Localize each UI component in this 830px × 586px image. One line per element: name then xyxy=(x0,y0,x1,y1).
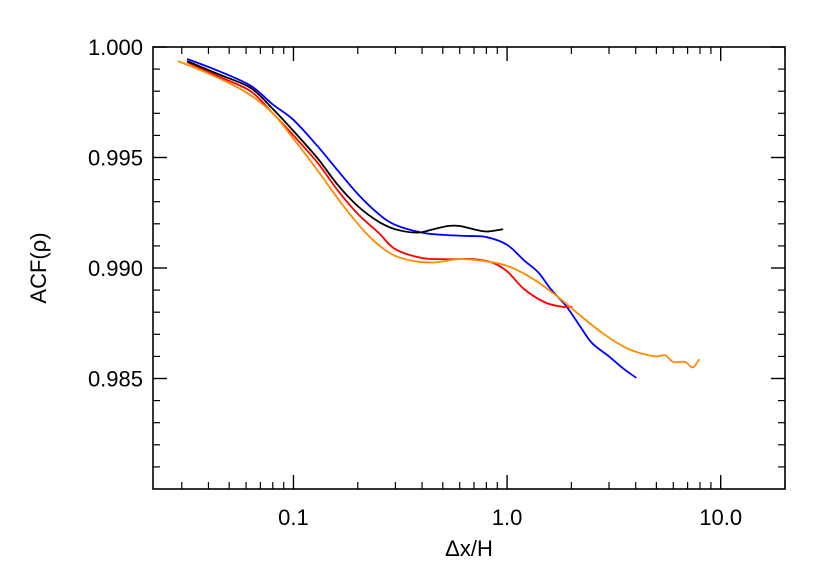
y-tick-label: 1.000 xyxy=(88,35,143,60)
x-tick-label: 0.1 xyxy=(278,505,309,530)
series-line-2 xyxy=(186,61,573,308)
axis-ticks: 0.1 1.0 10.0 0.985 0.990 0.995 1.000 xyxy=(88,35,786,530)
y-tick-label: 0.990 xyxy=(88,256,143,281)
series-line-3 xyxy=(177,60,700,369)
series-line-0 xyxy=(186,60,504,234)
x-axis-title: Δx/H xyxy=(445,536,493,561)
y-tick-label: 0.995 xyxy=(88,146,143,171)
x-tick-label: 10.0 xyxy=(699,505,742,530)
plot-frame xyxy=(152,46,786,490)
y-axis-title: ACF(ρ) xyxy=(26,232,51,303)
y-tick-label: 0.985 xyxy=(88,367,143,392)
series-line-1 xyxy=(186,58,637,379)
x-tick-label: 1.0 xyxy=(492,505,523,530)
series-layer xyxy=(177,58,700,379)
